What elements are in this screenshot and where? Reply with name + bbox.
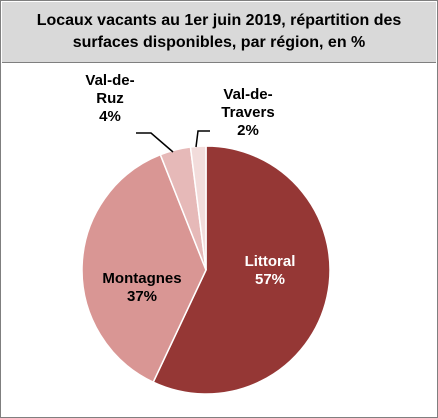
- slice-label-val-de-ruz: Val-de-Ruz 4%: [85, 72, 134, 125]
- pie-slice-val-de-travers: [189, 145, 207, 271]
- slice-label-montagnes: Montagnes 37%: [102, 270, 181, 305]
- pie-slice-littoral: [152, 145, 331, 395]
- chart-title: Locaux vacants au 1er juin 2019, réparti…: [36, 12, 402, 51]
- leader-line-val-de-ruz: [136, 132, 174, 153]
- title-box: Locaux vacants au 1er juin 2019, réparti…: [2, 2, 436, 63]
- leader-line-val-de-travers: [195, 130, 210, 148]
- slice-label-littoral: Littoral 57%: [245, 253, 296, 288]
- slice-label-val-de-travers: Val-de-Travers 2%: [221, 86, 274, 139]
- pie-slice-montagnes: [81, 153, 207, 384]
